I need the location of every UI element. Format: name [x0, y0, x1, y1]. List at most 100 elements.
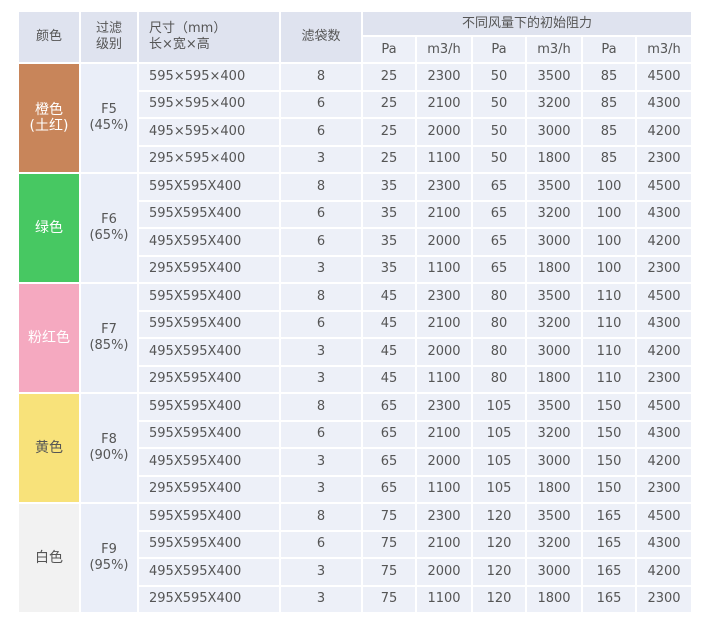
- grade-efficiency: (85%): [89, 338, 129, 353]
- flow-mid-cell: 1800: [527, 366, 581, 392]
- pa-mid-cell: 80: [473, 284, 525, 310]
- pa-high-cell: 85: [583, 64, 635, 90]
- pa-high-cell: 100: [583, 256, 635, 282]
- pa-low-cell: 75: [363, 559, 415, 585]
- pa-mid-cell: 80: [473, 311, 525, 337]
- pa-low-cell: 35: [363, 201, 415, 227]
- flow-high-cell: 4200: [637, 559, 692, 585]
- flow-high-cell: 4200: [637, 339, 692, 365]
- flow-low-cell: 2100: [417, 201, 471, 227]
- pa-high-cell: 85: [583, 146, 635, 172]
- pa-high-cell: 110: [583, 366, 635, 392]
- pa-low-cell: 35: [363, 174, 415, 200]
- flow-high-cell: 2300: [637, 586, 692, 612]
- bags-cell: 3: [281, 559, 361, 585]
- table-row: 295×595×400 3 25 1100 50 1800 85 2300: [19, 146, 692, 172]
- flow-high-cell: 4200: [637, 229, 692, 255]
- flow-low-cell: 2300: [417, 504, 471, 530]
- pa-mid-cell: 120: [473, 586, 525, 612]
- table-row: 粉红色 F7 (85%) 595X595X400 8 45 2300 80 3500 110 450…: [19, 284, 692, 392]
- pa-low-cell: 75: [363, 504, 415, 530]
- table-row: 495X595X400 3 45 2000 80 3000 110 4200: [19, 339, 692, 365]
- size-cell: 595X595X400: [139, 421, 279, 447]
- size-cell: 495X595X400: [139, 559, 279, 585]
- pa-high-cell: 150: [583, 449, 635, 475]
- table-row: 595X595X400 6 45 2100 80 3200 110 4300: [19, 311, 692, 337]
- flow-high-cell: 4500: [637, 284, 692, 310]
- header-resistance: 不同风量下的初始阻力: [363, 12, 692, 35]
- grade-efficiency: (65%): [89, 228, 129, 243]
- bags-cell: 8: [281, 174, 361, 200]
- size-cell: 295X595X400: [139, 586, 279, 612]
- grade-cell: F6 (65%): [81, 174, 137, 282]
- flow-low-cell: 2100: [417, 311, 471, 337]
- header-color-label: 颜色: [35, 29, 62, 44]
- size-cell: 595X595X400: [139, 174, 279, 200]
- flow-low-cell: 1100: [417, 256, 471, 282]
- header-color: 颜色: [19, 12, 79, 62]
- unit-pa-2: Pa: [473, 37, 525, 62]
- flow-high-cell: 4200: [637, 449, 692, 475]
- pa-high-cell: 150: [583, 421, 635, 447]
- unit-flow-1: m3/h: [417, 37, 471, 62]
- pa-high-cell: 100: [583, 174, 635, 200]
- pa-low-cell: 45: [363, 339, 415, 365]
- flow-mid-cell: 3500: [527, 64, 581, 90]
- table-row: 295X595X400 3 45 1100 80 1800 110 2300: [19, 366, 692, 392]
- color-name: 绿色: [35, 220, 63, 236]
- header-grade-line2: 级别: [95, 37, 122, 52]
- pa-low-cell: 45: [363, 366, 415, 392]
- grade-cell: F5 (45%): [81, 64, 137, 172]
- header-resistance-label: 不同风量下的初始阻力: [462, 15, 593, 31]
- flow-high-cell: 4300: [637, 201, 692, 227]
- pa-mid-cell: 120: [473, 504, 525, 530]
- color-swatch-cell: 粉红色: [19, 284, 79, 392]
- pa-low-cell: 65: [363, 449, 415, 475]
- color-subname: (土红): [29, 118, 69, 134]
- flow-mid-cell: 1800: [527, 256, 581, 282]
- pa-mid-cell: 105: [473, 394, 525, 420]
- table-body: 橙色 (土红) F5 (45%) 595×595×400 8 25 2300 50 3500 85 4…: [19, 64, 692, 612]
- unit-pa-1: Pa: [363, 37, 415, 62]
- flow-high-cell: 4500: [637, 504, 692, 530]
- color-name: 黄色: [35, 440, 63, 456]
- pa-high-cell: 85: [583, 119, 635, 145]
- bags-cell: 3: [281, 449, 361, 475]
- pa-low-cell: 25: [363, 91, 415, 117]
- pa-low-cell: 35: [363, 229, 415, 255]
- size-cell: 295X595X400: [139, 366, 279, 392]
- pa-high-cell: 85: [583, 91, 635, 117]
- pa-mid-cell: 80: [473, 339, 525, 365]
- table-header: 颜色 过滤 级别 尺寸（mm） 长×宽×高 滤袋数 不同风量下的初始阻力 Pa m3…: [19, 12, 692, 62]
- size-cell: 595×595×400: [139, 64, 279, 90]
- pa-mid-cell: 65: [473, 174, 525, 200]
- size-cell: 495X595X400: [139, 339, 279, 365]
- pa-low-cell: 25: [363, 64, 415, 90]
- color-swatch-cell: 白色: [19, 504, 79, 612]
- size-cell: 595X595X400: [139, 201, 279, 227]
- color-name: 橙色: [35, 102, 63, 118]
- bags-cell: 6: [281, 421, 361, 447]
- table-row: 295X595X400 3 75 1100 120 1800 165 2300: [19, 586, 692, 612]
- table-row: 295X595X400 3 65 1100 105 1800 150 2300: [19, 476, 692, 502]
- table-row: 595X595X400 6 35 2100 65 3200 100 4300: [19, 201, 692, 227]
- pa-high-cell: 150: [583, 476, 635, 502]
- pa-low-cell: 45: [363, 284, 415, 310]
- pa-low-cell: 65: [363, 394, 415, 420]
- pa-low-cell: 25: [363, 146, 415, 172]
- flow-high-cell: 4300: [637, 531, 692, 557]
- flow-low-cell: 2300: [417, 394, 471, 420]
- size-cell: 295×595×400: [139, 146, 279, 172]
- pa-mid-cell: 50: [473, 64, 525, 90]
- pa-high-cell: 110: [583, 311, 635, 337]
- flow-high-cell: 2300: [637, 256, 692, 282]
- flow-mid-cell: 1800: [527, 586, 581, 612]
- pa-low-cell: 35: [363, 256, 415, 282]
- table-row: 595X595X400 6 75 2100 120 3200 165 4300: [19, 531, 692, 557]
- flow-low-cell: 2300: [417, 174, 471, 200]
- flow-mid-cell: 3000: [527, 229, 581, 255]
- pa-mid-cell: 105: [473, 421, 525, 447]
- pa-high-cell: 165: [583, 586, 635, 612]
- size-cell: 595X595X400: [139, 311, 279, 337]
- bags-cell: 8: [281, 64, 361, 90]
